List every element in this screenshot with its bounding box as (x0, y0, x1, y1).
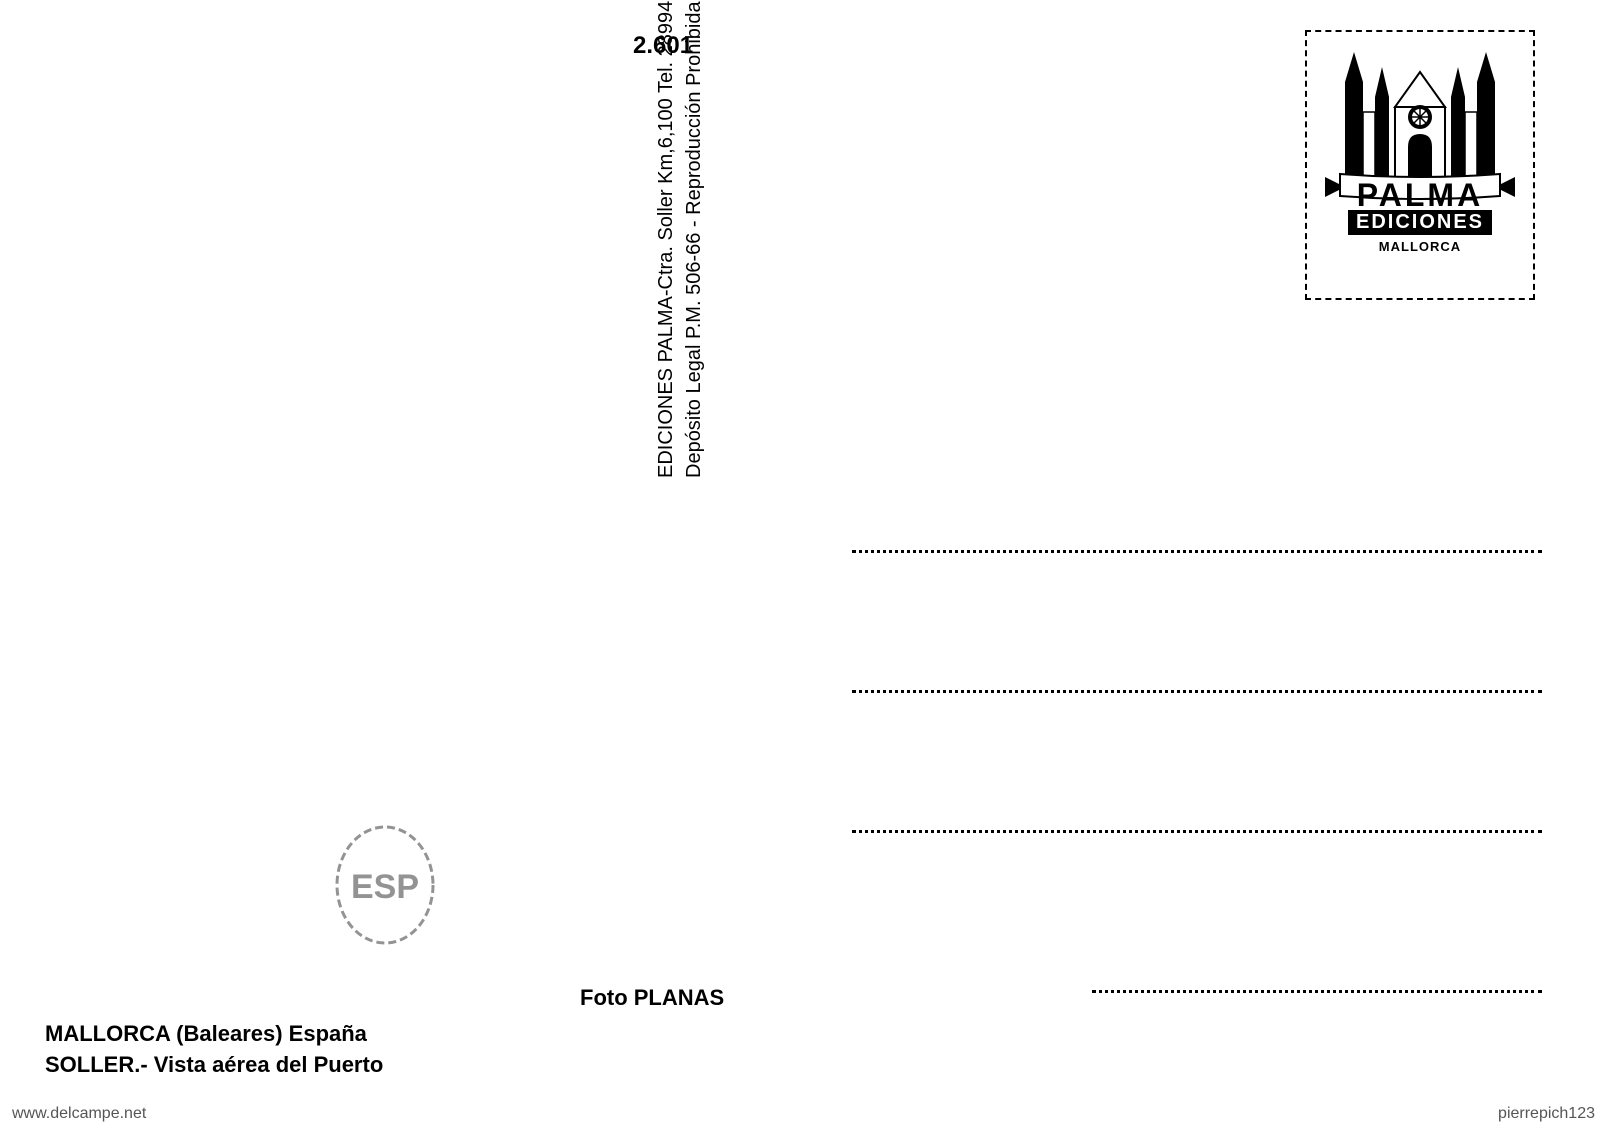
photo-credit: Foto PLANAS (580, 985, 724, 1011)
site-watermark: www.delcampe.net (12, 1105, 146, 1123)
address-line-1 (852, 550, 1542, 553)
address-line-4 (1092, 990, 1542, 993)
publisher-name: PALMA (1320, 177, 1520, 214)
svg-text:ESP: ESP (351, 868, 419, 906)
caption-description: SOLLER.- Vista aérea del Puerto (45, 1050, 383, 1081)
caption-location: MALLORCA (Baleares) España (45, 1019, 383, 1050)
stamp-placeholder-box: PALMA EDICIONES MALLORCA (1305, 30, 1535, 300)
publisher-info-vertical: EDICIONES PALMA-Ctra. Soller Km,6,100 Te… (652, 0, 708, 478)
publisher-location: MALLORCA (1320, 239, 1520, 254)
address-line-2 (852, 690, 1542, 693)
user-watermark: pierrepich123 (1498, 1105, 1595, 1123)
postcard-caption: MALLORCA (Baleares) España SOLLER.- Vist… (45, 1019, 383, 1081)
publisher-banner: PALMA EDICIONES MALLORCA (1320, 177, 1520, 254)
cathedral-icon (1330, 42, 1510, 192)
legal-deposit: Depósito Legal P.M. 506-66 - Reproducció… (680, 0, 708, 478)
publisher-address: EDICIONES PALMA-Ctra. Soller Km,6,100 Te… (652, 0, 680, 478)
ink-stamp-mark: ESP (330, 820, 440, 950)
address-line-3 (852, 830, 1542, 833)
